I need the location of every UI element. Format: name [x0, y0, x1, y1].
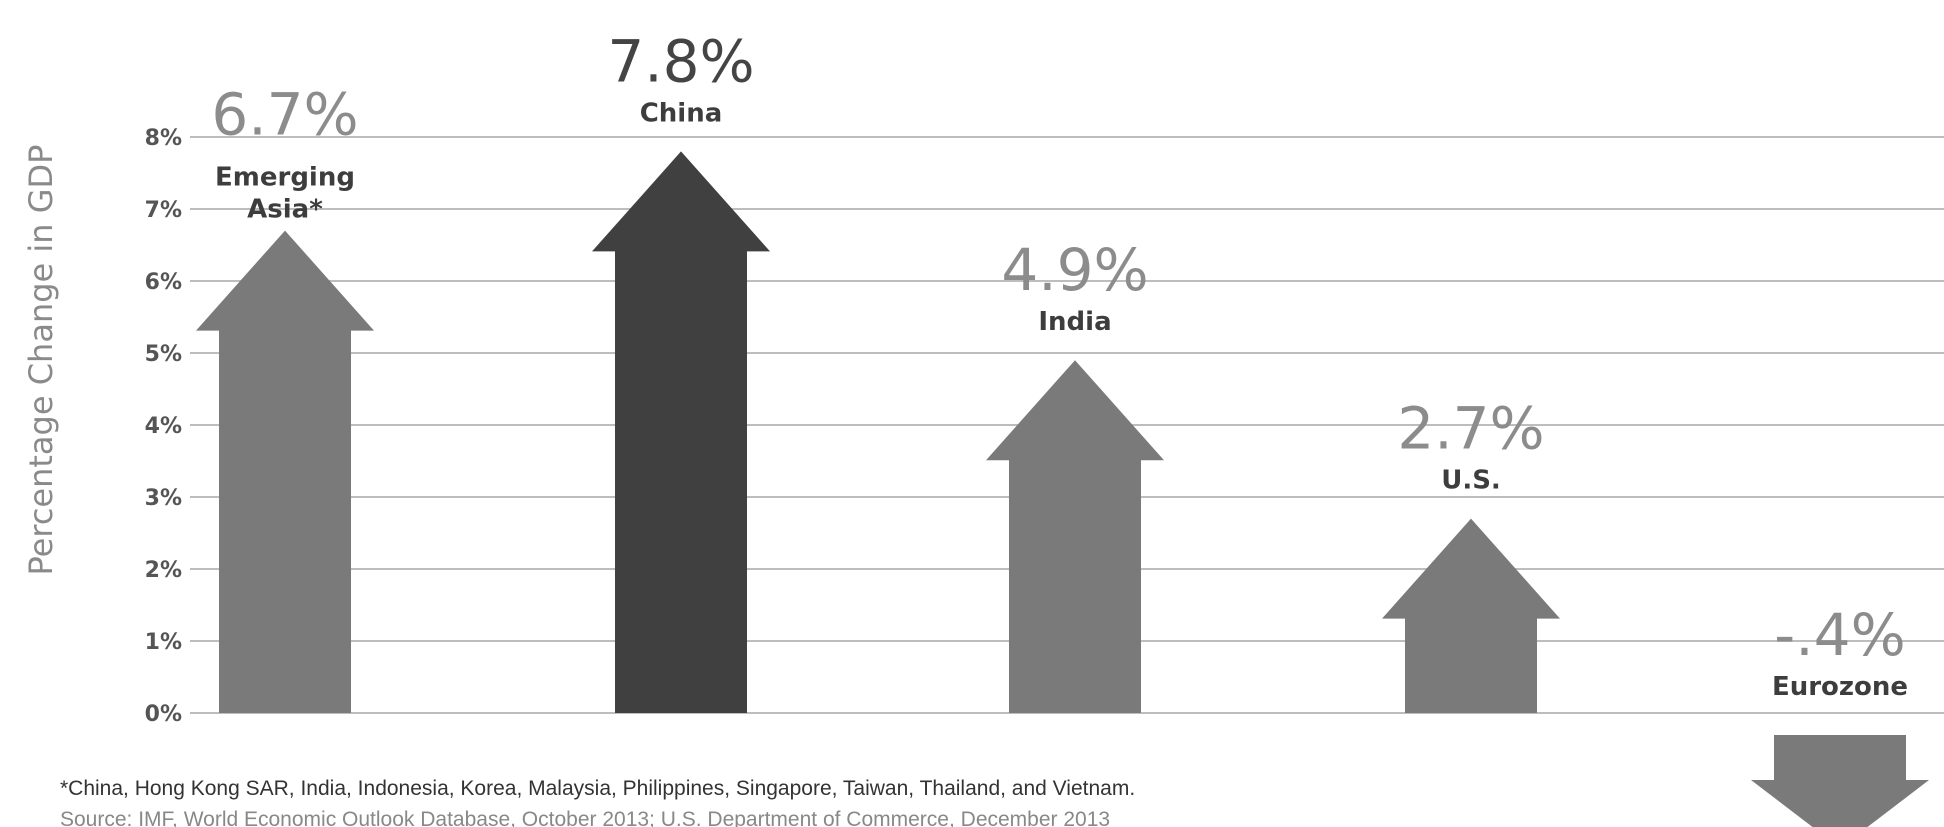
- value-label: 4.9%: [1001, 236, 1148, 304]
- arrow-bar: [1751, 735, 1929, 827]
- y-tick-label: 8%: [145, 126, 182, 151]
- arrow-bar: [1382, 518, 1560, 713]
- arrow-bar: [196, 230, 374, 713]
- y-tick-label: 4%: [145, 414, 182, 439]
- y-axis-ticks: 0% 1% 2% 3% 4% 5% 6% 7% 8%: [145, 126, 182, 727]
- y-tick-label: 6%: [145, 270, 182, 295]
- source-note: Source: IMF, World Economic Outlook Data…: [60, 808, 1110, 827]
- category-label: Emerging: [215, 163, 355, 193]
- arrow-bars: [196, 151, 1929, 827]
- y-tick-label: 0%: [145, 702, 182, 727]
- value-label: -.4%: [1774, 601, 1905, 669]
- y-tick-label: 3%: [145, 486, 182, 511]
- y-tick-label: 2%: [145, 558, 182, 583]
- value-label: 7.8%: [607, 27, 754, 95]
- category-label: Eurozone: [1772, 672, 1908, 702]
- value-label: 6.7%: [211, 81, 358, 149]
- category-label: India: [1038, 307, 1111, 337]
- value-label: 2.7%: [1397, 395, 1544, 463]
- y-tick-label: 1%: [145, 630, 182, 655]
- arrow-bar: [986, 360, 1164, 713]
- y-tick-label: 5%: [145, 342, 182, 367]
- y-tick-label: 7%: [145, 198, 182, 223]
- y-axis-label: Percentage Change in GDP: [22, 145, 60, 576]
- category-label: China: [640, 98, 723, 128]
- arrow-bar: [592, 151, 770, 713]
- category-label: U.S.: [1441, 466, 1501, 496]
- category-label: Asia*: [247, 195, 323, 225]
- footnote: *China, Hong Kong SAR, India, Indonesia,…: [60, 777, 1135, 800]
